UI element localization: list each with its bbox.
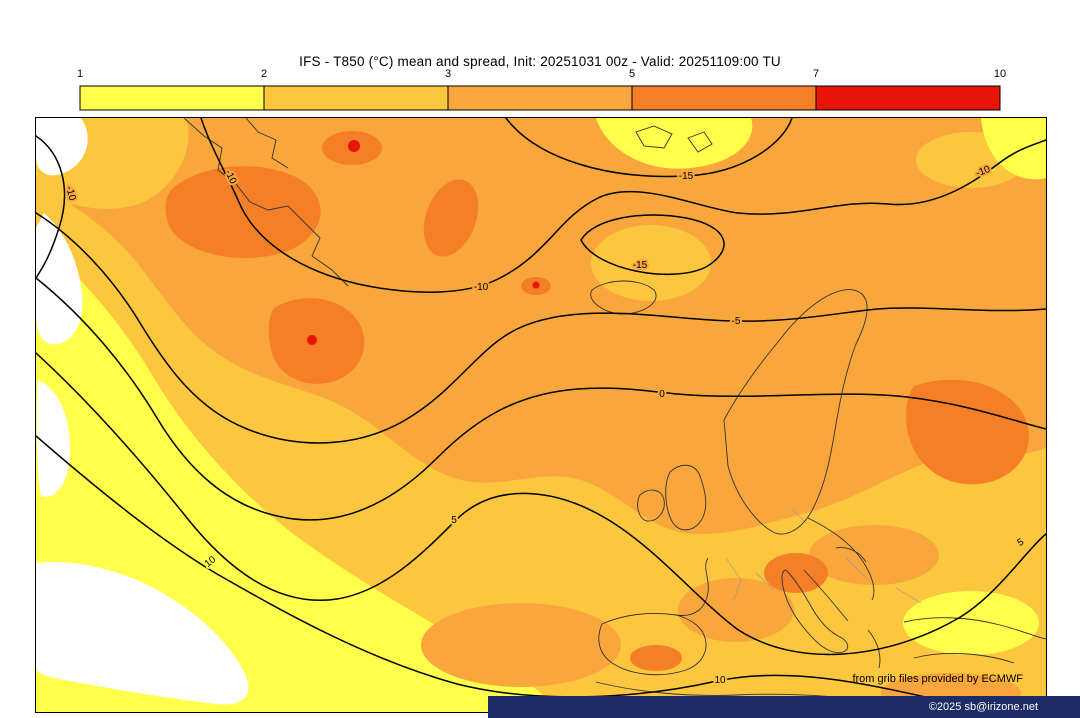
coastlines [183, 118, 1046, 708]
spread-region-dark-orange [630, 645, 682, 671]
mean-contours [36, 118, 1046, 710]
spread-region-red-max [307, 335, 317, 345]
colorbar-tick: 3 [444, 68, 452, 80]
coastline-iceland [590, 280, 657, 315]
attribution-ecmwf: from grib files provided by ECMWF [852, 673, 1023, 685]
copyright-text: ©2025 sb@irizone.net [928, 701, 1038, 713]
t850-map: -10 -10 -15 -15 -10 -10 -5 0 5 10 10 5 [36, 118, 1046, 712]
colorbar-segment [631, 85, 817, 111]
contour-label: -5 [732, 316, 741, 327]
spread-region-white-low [36, 118, 88, 176]
copyright-strip: ©2025 sb@irizone.net [488, 696, 1080, 718]
contour-line-minus15 [505, 118, 793, 178]
contour-label: -10 [63, 185, 77, 202]
contour-label: 0 [659, 389, 665, 400]
contour-line-minus10 [36, 135, 66, 279]
colorbar-tick: 5 [628, 68, 636, 80]
spread-region-orange-pocket [421, 603, 621, 687]
colorbar-segment [447, 85, 633, 111]
contour-label: -15 [679, 171, 694, 182]
colorbar-tick: 7 [812, 68, 820, 80]
contour-line-minus15 [580, 214, 725, 276]
colorbar-tick: 2 [260, 68, 268, 80]
colorbar [79, 85, 1001, 111]
coastline-svalbard [635, 125, 713, 153]
contour-label: 10 [714, 675, 726, 686]
coastline-italy-adriatic [781, 569, 849, 654]
chart-title: IFS - T850 (°C) mean and spread, Init: 2… [299, 54, 781, 69]
colorbar-segment [815, 85, 1001, 111]
spread-region-gold-pocket [591, 225, 711, 301]
spread-region-white-low [36, 213, 83, 345]
contour-line-5 [36, 352, 1046, 656]
contour-label: -15 [633, 260, 648, 271]
colorbar-tick: 10 [993, 68, 1007, 80]
colorbar-segment [79, 85, 265, 111]
coastline-scandinavia [723, 289, 875, 601]
contour-label: -10 [474, 282, 489, 293]
spread-region-orange-pocket [678, 578, 794, 642]
spread-region-dark-orange [423, 179, 479, 257]
spread-region-yellow-topright [981, 118, 1046, 180]
contour-labels: -10 -10 -15 -15 -10 -10 -5 0 5 10 10 5 [61, 162, 1028, 688]
spread-region-yellow-southwest [36, 238, 561, 712]
colorbar-segment [263, 85, 449, 111]
spread-region-dark-orange [906, 379, 1029, 485]
coastline-greenland [183, 118, 349, 287]
map-frame: -10 -10 -15 -15 -10 -10 -5 0 5 10 10 5 f… [35, 117, 1047, 713]
contour-line-0 [36, 277, 1046, 521]
country-borders [725, 507, 922, 604]
contour-line-minus5 [36, 212, 1046, 444]
contour-label: 5 [451, 515, 457, 526]
spread-region-red-max [532, 281, 540, 289]
spread-region-white-low [36, 380, 71, 497]
contour-line-minus10 [200, 118, 1046, 293]
spread-region-yellow-southeast [903, 591, 1039, 655]
spread-region-red-max [348, 140, 360, 152]
spread-region-orange-pocket [809, 525, 939, 585]
coastline-iberia-france [598, 557, 709, 676]
colorbar-tick: 1 [76, 68, 84, 80]
coastline-british-isles [637, 464, 707, 531]
spread-shading [36, 118, 1046, 712]
spread-region-yellow-topcenter [596, 118, 753, 169]
spread-region-dark-orange [764, 553, 828, 593]
spread-region-white-low [36, 562, 249, 705]
